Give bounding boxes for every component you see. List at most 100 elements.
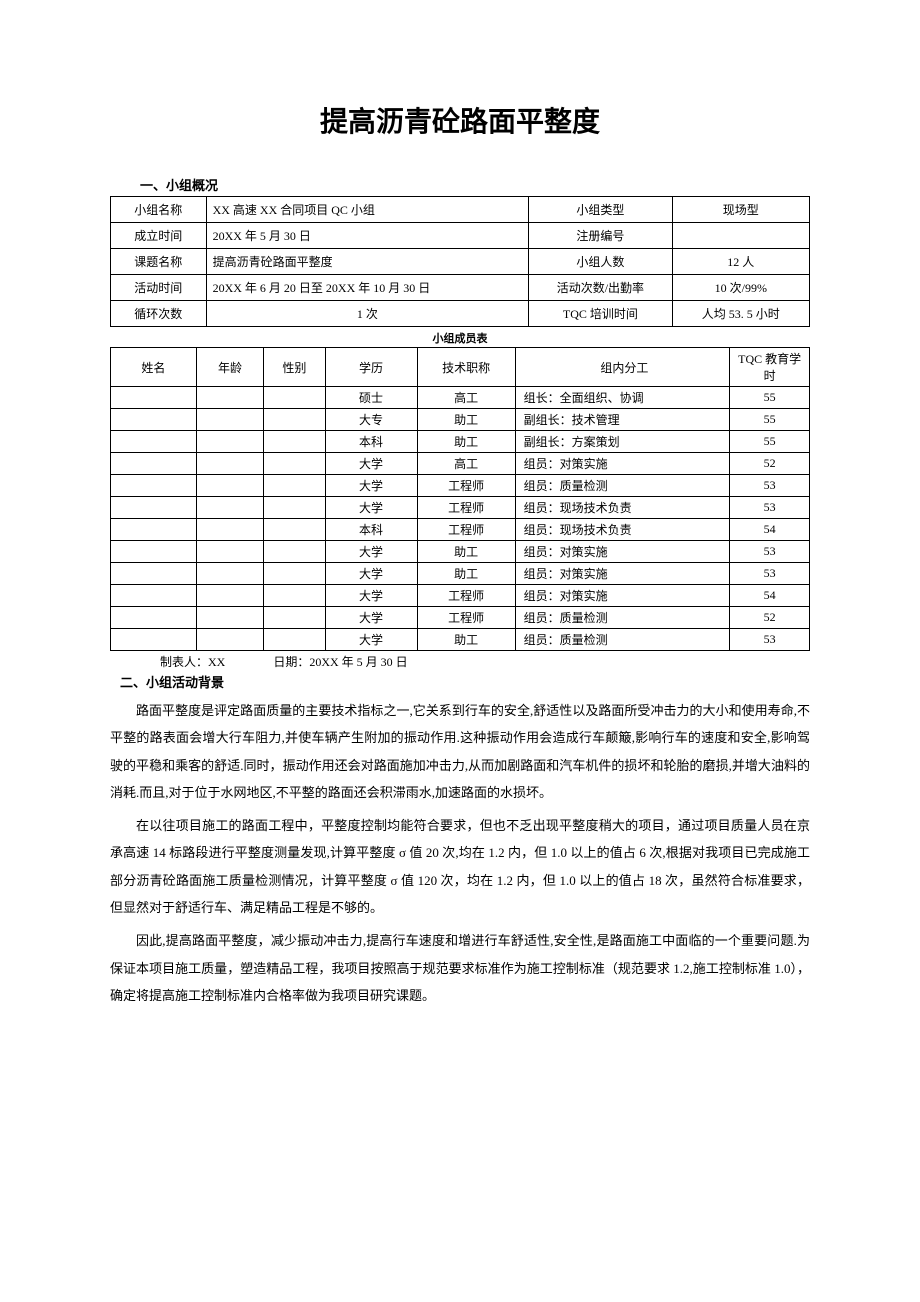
- member-cell-role: 组员：对策实施: [515, 563, 730, 585]
- overview-value1: XX 高速 XX 合同项目 QC 小组: [206, 197, 529, 223]
- overview-value2: [672, 223, 809, 249]
- member-cell-age: [196, 541, 263, 563]
- member-cell-age: [196, 629, 263, 651]
- members-table: 姓名 年龄 性别 学历 技术职称 组内分工 TQC 教育学时 硕士高工组长：全面…: [110, 347, 810, 651]
- member-cell-title: 高工: [417, 387, 515, 409]
- overview-label: 活动时间: [111, 275, 207, 301]
- overview-label2: TQC 培训时间: [529, 301, 672, 327]
- member-cell-edu: 大学: [325, 585, 417, 607]
- member-cell-role: 副组长：技术管理: [515, 409, 730, 431]
- member-cell-title: 助工: [417, 629, 515, 651]
- member-cell-hours: 53: [730, 497, 810, 519]
- member-cell-hours: 55: [730, 387, 810, 409]
- member-cell-age: [196, 497, 263, 519]
- member-row: 大学高工组员：对策实施52: [111, 453, 810, 475]
- member-cell-edu: 本科: [325, 431, 417, 453]
- header-hours: TQC 教育学时: [730, 348, 810, 387]
- member-row: 大学工程师组员：现场技术负责53: [111, 497, 810, 519]
- member-cell-age: [196, 387, 263, 409]
- header-age: 年龄: [196, 348, 263, 387]
- member-cell-role: 组员：现场技术负责: [515, 497, 730, 519]
- member-cell-name: [111, 607, 197, 629]
- member-cell-gender: [264, 387, 325, 409]
- member-cell-hours: 53: [730, 629, 810, 651]
- overview-label: 循环次数: [111, 301, 207, 327]
- member-cell-role: 组员：质量检测: [515, 607, 730, 629]
- overview-value2: 现场型: [672, 197, 809, 223]
- member-cell-gender: [264, 497, 325, 519]
- member-cell-hours: 55: [730, 431, 810, 453]
- member-cell-age: [196, 475, 263, 497]
- member-row: 大学助工组员：质量检测53: [111, 629, 810, 651]
- member-cell-name: [111, 541, 197, 563]
- overview-value1: 1 次: [206, 301, 529, 327]
- table-footer-line: 制表人：XX 日期：20XX 年 5 月 30 日: [160, 653, 810, 670]
- member-cell-name: [111, 497, 197, 519]
- member-cell-name: [111, 563, 197, 585]
- overview-label2: 小组类型: [529, 197, 672, 223]
- member-cell-age: [196, 453, 263, 475]
- header-title: 技术职称: [417, 348, 515, 387]
- overview-label: 成立时间: [111, 223, 207, 249]
- section1-header: 一、小组概况: [140, 175, 810, 194]
- member-cell-title: 工程师: [417, 585, 515, 607]
- member-cell-hours: 53: [730, 475, 810, 497]
- member-cell-gender: [264, 475, 325, 497]
- document-title: 提高沥青砼路面平整度: [110, 100, 810, 140]
- member-cell-title: 工程师: [417, 607, 515, 629]
- member-cell-age: [196, 585, 263, 607]
- body-paragraph: 路面平整度是评定路面质量的主要技术指标之一,它关系到行车的安全,舒适性以及路面所…: [110, 697, 810, 806]
- overview-row: 成立时间20XX 年 5 月 30 日注册编号: [111, 223, 810, 249]
- member-cell-hours: 52: [730, 607, 810, 629]
- overview-label: 课题名称: [111, 249, 207, 275]
- member-row: 硕士高工组长：全面组织、协调55: [111, 387, 810, 409]
- header-gender: 性别: [264, 348, 325, 387]
- member-cell-role: 组员：现场技术负责: [515, 519, 730, 541]
- member-cell-role: 组长：全面组织、协调: [515, 387, 730, 409]
- member-cell-name: [111, 453, 197, 475]
- section2-header: 二、小组活动背景: [120, 672, 810, 691]
- member-cell-edu: 大学: [325, 629, 417, 651]
- member-cell-edu: 大学: [325, 453, 417, 475]
- overview-row: 课题名称提高沥青砼路面平整度小组人数12 人: [111, 249, 810, 275]
- member-row: 大学工程师组员：质量检测53: [111, 475, 810, 497]
- member-cell-gender: [264, 409, 325, 431]
- member-cell-role: 组员：质量检测: [515, 475, 730, 497]
- member-cell-edu: 大学: [325, 563, 417, 585]
- overview-table: 小组名称XX 高速 XX 合同项目 QC 小组小组类型现场型成立时间20XX 年…: [110, 196, 810, 327]
- member-cell-hours: 52: [730, 453, 810, 475]
- member-cell-role: 副组长：方案策划: [515, 431, 730, 453]
- body-paragraph: 因此,提高路面平整度，减少振动冲击力,提高行车速度和增进行车舒适性,安全性,是路…: [110, 927, 810, 1009]
- member-cell-gender: [264, 563, 325, 585]
- member-cell-edu: 大学: [325, 475, 417, 497]
- member-cell-title: 高工: [417, 453, 515, 475]
- overview-row: 循环次数1 次TQC 培训时间人均 53. 5 小时: [111, 301, 810, 327]
- overview-value2: 人均 53. 5 小时: [672, 301, 809, 327]
- member-cell-gender: [264, 519, 325, 541]
- member-cell-gender: [264, 585, 325, 607]
- member-cell-hours: 54: [730, 519, 810, 541]
- overview-row: 活动时间20XX 年 6 月 20 日至 20XX 年 10 月 30 日活动次…: [111, 275, 810, 301]
- member-row: 大学工程师组员：质量检测52: [111, 607, 810, 629]
- member-cell-edu: 大学: [325, 541, 417, 563]
- overview-label2: 注册编号: [529, 223, 672, 249]
- header-edu: 学历: [325, 348, 417, 387]
- member-row: 大专助工副组长：技术管理55: [111, 409, 810, 431]
- overview-value2: 10 次/99%: [672, 275, 809, 301]
- member-cell-name: [111, 629, 197, 651]
- member-cell-title: 工程师: [417, 497, 515, 519]
- member-cell-edu: 大学: [325, 497, 417, 519]
- overview-value2: 12 人: [672, 249, 809, 275]
- member-row: 大学助工组员：对策实施53: [111, 541, 810, 563]
- overview-value1: 提高沥青砼路面平整度: [206, 249, 529, 275]
- overview-value1: 20XX 年 5 月 30 日: [206, 223, 529, 249]
- member-cell-title: 助工: [417, 431, 515, 453]
- member-cell-edu: 本科: [325, 519, 417, 541]
- member-cell-edu: 大学: [325, 607, 417, 629]
- member-row: 本科助工副组长：方案策划55: [111, 431, 810, 453]
- member-cell-name: [111, 519, 197, 541]
- member-cell-hours: 55: [730, 409, 810, 431]
- overview-label2: 小组人数: [529, 249, 672, 275]
- member-row: 大学助工组员：对策实施53: [111, 563, 810, 585]
- overview-row: 小组名称XX 高速 XX 合同项目 QC 小组小组类型现场型: [111, 197, 810, 223]
